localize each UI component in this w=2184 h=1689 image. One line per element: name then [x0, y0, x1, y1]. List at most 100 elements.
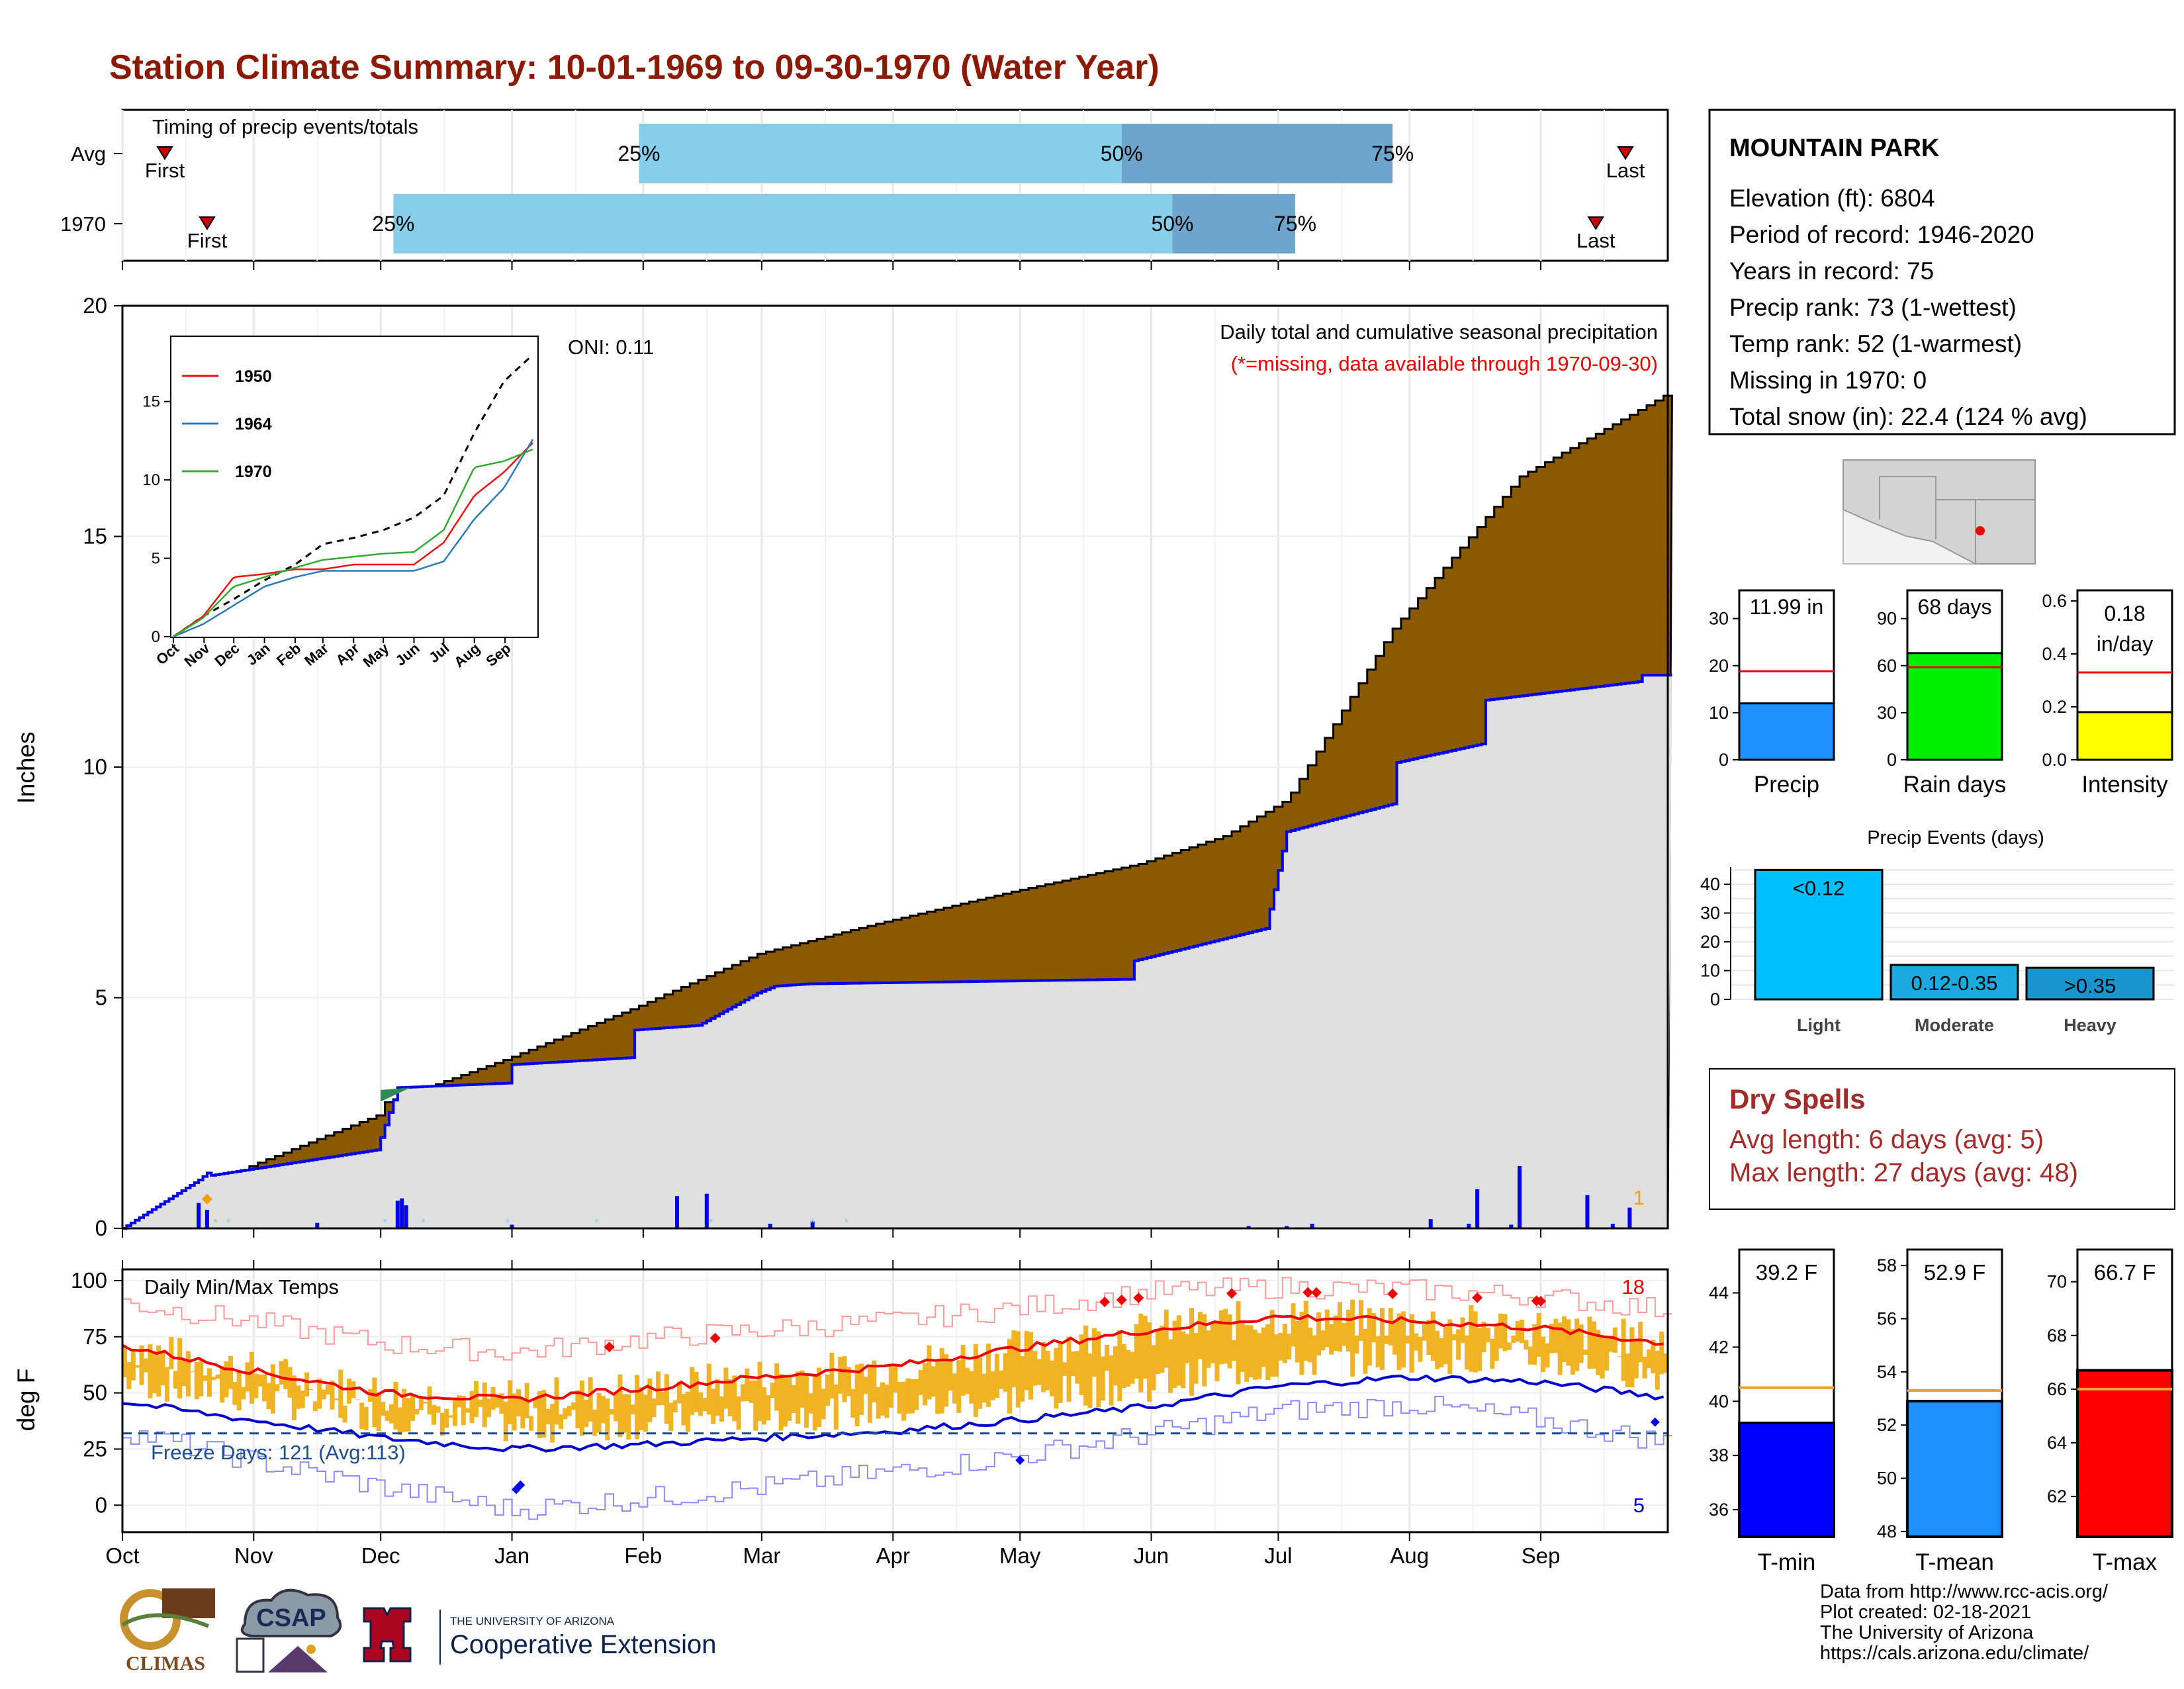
daily-temp-bar	[465, 1408, 471, 1413]
record-low-marker	[516, 1480, 525, 1490]
daily-temp-bar	[1527, 1346, 1533, 1365]
temp-bar-tick-label: 52	[1877, 1415, 1897, 1435]
events-y-tick-label: 30	[1700, 903, 1720, 923]
daily-temp-bar	[444, 1408, 449, 1428]
daily-temp-bar	[914, 1379, 919, 1410]
daily-temp-bar	[770, 1383, 775, 1398]
inset-y-tick-label: 15	[142, 393, 160, 411]
mini-bar-tick-label: 90	[1877, 609, 1897, 629]
daily-temp-bar	[1375, 1336, 1381, 1368]
record-high-marker	[1387, 1288, 1398, 1299]
daily-temp-bar	[741, 1384, 745, 1402]
daily-temp-bar	[1193, 1333, 1199, 1384]
daily-temp-bar	[1384, 1335, 1389, 1344]
month-tick-label: Mar	[743, 1543, 781, 1568]
temp-caption: Daily Min/Max Temps	[144, 1275, 339, 1299]
station-info-line: Temp rank: 52 (1-warmest)	[1729, 330, 2022, 357]
daily-temp-bar	[1562, 1316, 1567, 1363]
daily-temp-bar	[232, 1381, 238, 1405]
daily-temp-bar	[986, 1344, 991, 1407]
temp-bar-tick-label: 68	[2047, 1326, 2067, 1346]
snow-marker: *	[213, 1216, 218, 1230]
daily-temp-bar	[736, 1396, 741, 1430]
temp-bar-value-label: 39.2 F	[1756, 1260, 1818, 1285]
timing-p25-label: 25%	[372, 212, 414, 236]
daily-temp-bar	[300, 1391, 305, 1408]
daily-temp-bar	[1422, 1324, 1427, 1341]
daily-temp-bar	[1511, 1335, 1516, 1344]
daily-temp-bar	[321, 1389, 326, 1400]
daily-temp-bar	[803, 1373, 809, 1428]
precip-daily-bars: * * * * * * * * *	[197, 1165, 1632, 1230]
precip-y-tick-label: 20	[83, 293, 107, 318]
events-title: Precip Events (days)	[1867, 827, 2044, 848]
daily-temp-bar	[486, 1398, 492, 1418]
daily-temp-bar	[897, 1382, 902, 1414]
events-bar-label: >0.35	[2064, 974, 2116, 997]
daily-temp-bar	[1032, 1351, 1038, 1386]
daily-temp-bar	[643, 1394, 648, 1432]
daily-temp-bar	[999, 1370, 1004, 1389]
daily-precip-bar	[810, 1221, 815, 1228]
daily-temp-bar	[1147, 1322, 1152, 1402]
timing-rows: Avg 25% 50% 75% First Last 1970 25% 50% 75% First L…	[60, 142, 1645, 252]
daily-temp-bar	[1354, 1335, 1359, 1354]
footer-line: The University of Arizona	[1820, 1622, 2034, 1643]
timing-bar-50-75	[1172, 194, 1296, 253]
daily-temp-bar	[635, 1375, 640, 1439]
avg-max-line	[122, 1314, 1664, 1403]
daily-temp-bar	[1608, 1338, 1614, 1352]
precip-y-label: Inches	[13, 731, 40, 803]
month-tick-label: May	[999, 1543, 1041, 1568]
daily-temp-bar	[893, 1365, 898, 1393]
record-min-line	[122, 1395, 1672, 1520]
temp-bar-tick-label: 50	[1877, 1469, 1897, 1488]
precip-y-axis: 0 5 10 15 20	[83, 293, 122, 1240]
dry-spells-frame	[1709, 1068, 2175, 1210]
csap-logo-cloud	[240, 1588, 342, 1637]
month-tick-label: Oct	[105, 1543, 139, 1568]
station-info-line: Period of record: 1946-2020	[1729, 221, 2034, 248]
daily-temp-bar	[177, 1338, 183, 1398]
mini-bar-value	[2076, 711, 2173, 761]
oni-label: ONI: 0.11	[568, 336, 654, 359]
record-low-marker	[1650, 1417, 1660, 1427]
crossover-area	[381, 1087, 411, 1102]
record-low-marker	[1015, 1455, 1025, 1465]
events-bar	[1889, 964, 2019, 1001]
daily-precip-bar	[1518, 1165, 1522, 1228]
daily-temp-bar	[1261, 1327, 1266, 1367]
daily-temp-bar	[817, 1367, 822, 1428]
daily-temp-bar	[334, 1398, 339, 1400]
daily-temp-bar	[512, 1393, 517, 1431]
daily-temp-bar	[948, 1359, 953, 1391]
timing-first-label: First	[187, 229, 228, 252]
snow-marker: *	[226, 1216, 230, 1230]
mini-bar-tick-label: 10	[1709, 703, 1729, 723]
daily-temp-bar	[1464, 1335, 1469, 1370]
temp-bar-label: T-min	[1758, 1549, 1816, 1575]
daily-temp-bar	[867, 1364, 872, 1423]
daily-temp-bar	[1109, 1355, 1114, 1406]
daily-temp-bar	[220, 1365, 225, 1403]
precip-y-tick-label: 5	[95, 985, 107, 1010]
daily-temp-bar	[1206, 1330, 1211, 1368]
daily-temp-bar	[397, 1407, 402, 1435]
daily-temp-bar	[1596, 1330, 1601, 1375]
month-tick-label: Jun	[1134, 1543, 1169, 1568]
station-location-marker	[1976, 526, 1985, 535]
daily-temp-bar	[842, 1356, 847, 1402]
climas-logo-swoosh	[121, 1613, 210, 1628]
daily-temp-bar	[241, 1387, 246, 1400]
temp-content	[122, 1277, 1672, 1520]
daily-temp-bar	[1202, 1314, 1207, 1387]
daily-temp-bar	[1278, 1333, 1283, 1361]
daily-temp-bar	[160, 1350, 165, 1386]
daily-temp-bar	[126, 1362, 132, 1390]
daily-temp-bar	[122, 1346, 127, 1377]
daily-temp-bar	[787, 1375, 792, 1421]
daily-temp-bar	[702, 1397, 707, 1412]
inset-y-tick-label: 5	[152, 550, 160, 568]
timing-row-label: 1970	[60, 212, 106, 236]
